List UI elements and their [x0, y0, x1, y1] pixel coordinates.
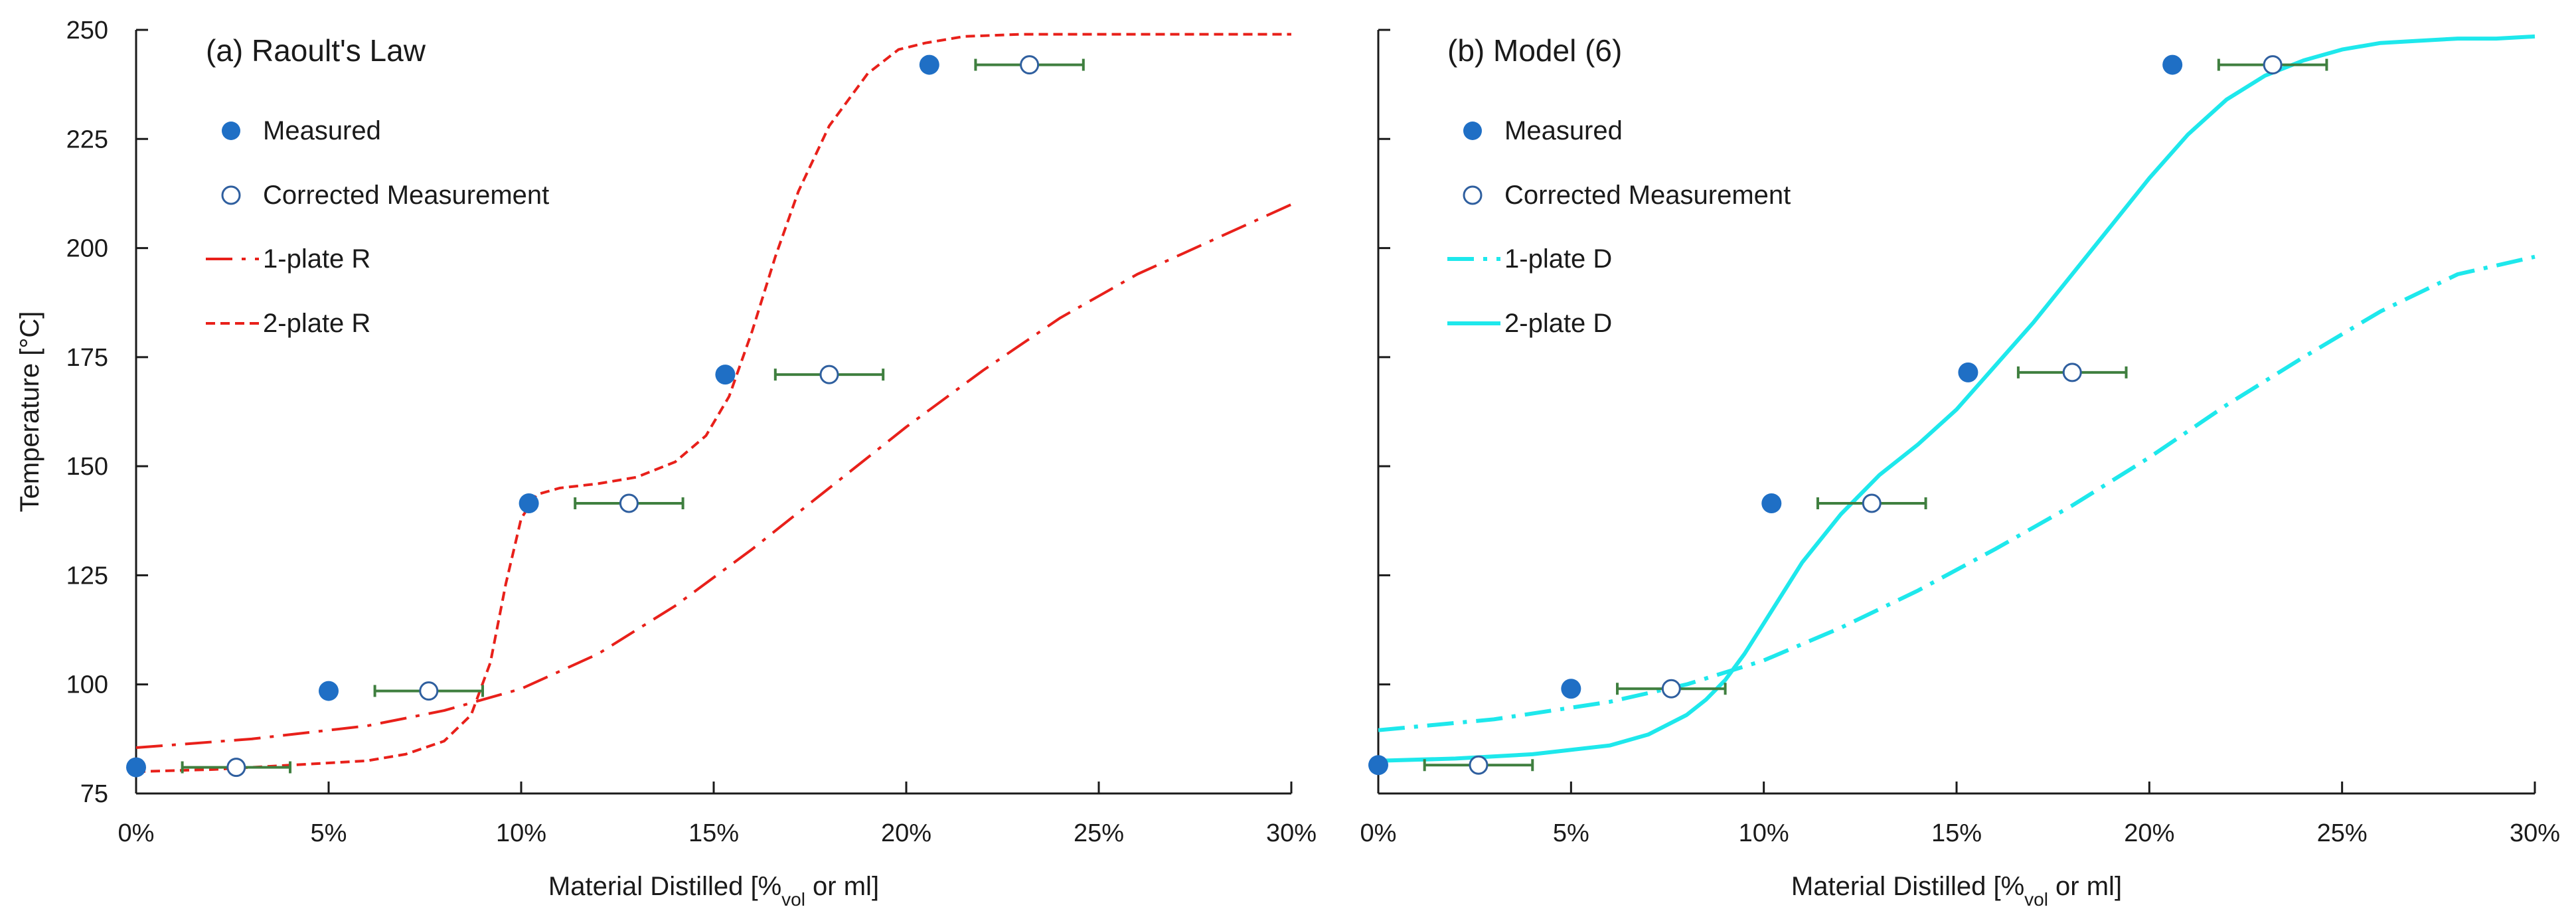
legend-label: 1-plate D — [1504, 244, 1612, 274]
y-axis-title: Temperature [°C] — [15, 311, 44, 513]
x-tick-label: 15% — [1931, 819, 1982, 847]
corrected-measurement-point — [226, 758, 246, 778]
legend-label: 2-plate R — [263, 309, 370, 338]
panel-title: (b) Model (6) — [1447, 33, 1622, 68]
legend-label: Measured — [263, 116, 381, 145]
x-axis-title: Material Distilled [%vol or ml] — [548, 872, 879, 910]
measured-point — [519, 493, 539, 513]
y-tick-label: 200 — [66, 235, 108, 263]
panel-raoults-law: 75 100 125 150 175 200 225 250 0% 5% 10% 15% 20% 25% 3… — [15, 17, 1317, 910]
series-line-1-plate-r — [135, 203, 1292, 749]
x-tick-label: 20% — [881, 819, 931, 847]
x-axis-title-tail: or ml] — [2048, 872, 2122, 901]
measured-point — [1761, 493, 1782, 513]
x-tick-label: 0% — [118, 819, 155, 847]
x-tick-label: 5% — [1553, 819, 1589, 847]
x-tick-label: 10% — [496, 819, 546, 847]
y-tick-label: 225 — [66, 125, 108, 153]
measured-point — [1958, 362, 1978, 382]
legend-label: Corrected Measurement — [1504, 181, 1791, 210]
panel-title: (a) Raoult's Law — [206, 33, 426, 68]
y-tick-label: 250 — [66, 17, 108, 44]
legend-marker-corrected — [221, 185, 241, 205]
measured-point — [319, 681, 339, 701]
corrected-measurement-point — [1020, 55, 1040, 75]
x-axis-title-main: Material Distilled [% — [548, 872, 781, 901]
corrected-measurement-point — [2263, 55, 2283, 75]
legend-label: Measured — [1504, 116, 1623, 145]
legend-marker-measured — [222, 122, 240, 140]
series-line-1-plate-d — [1378, 254, 2536, 732]
measured-point — [919, 54, 939, 75]
series-line-2-plate-d — [1378, 34, 2536, 763]
x-axis-title-sub: vol — [781, 889, 805, 910]
x-tick-label: 25% — [1074, 819, 1124, 847]
measured-point — [715, 365, 736, 385]
x-tick-label: 20% — [2124, 819, 2174, 847]
x-axis-title: Material Distilled [%vol or ml] — [1791, 872, 2122, 910]
corrected-measurement-point — [2062, 363, 2082, 382]
y-tick-label: 100 — [66, 671, 108, 699]
x-axis-title-tail: or ml] — [805, 872, 879, 901]
x-tick-label: 25% — [2317, 819, 2368, 847]
corrected-measurement-point — [619, 493, 639, 513]
x-tick-label: 30% — [2510, 819, 2560, 847]
y-tick-label: 75 — [80, 780, 108, 808]
x-axis-title-main: Material Distilled [% — [1791, 872, 2024, 901]
y-tick-label: 175 — [66, 344, 108, 372]
corrected-measurement-point — [419, 681, 439, 701]
x-tick-label: 10% — [1739, 819, 1789, 847]
legend-label: 2-plate D — [1504, 309, 1612, 338]
x-tick-label: 5% — [311, 819, 347, 847]
series-line-2-plate-r — [135, 33, 1291, 774]
measured-point — [2162, 54, 2183, 75]
x-axis-title-sub: vol — [2024, 889, 2048, 910]
corrected-measurement-point — [1661, 679, 1681, 699]
measured-point — [1368, 755, 1388, 776]
legend-label: 1-plate R — [263, 244, 370, 274]
y-tick-label: 150 — [66, 453, 108, 481]
corrected-measurement-point — [819, 365, 839, 384]
x-tick-label: 30% — [1266, 819, 1317, 847]
x-tick-label: 15% — [688, 819, 739, 847]
corrected-measurement-point — [1862, 493, 1882, 513]
panel-model-6: 0% 5% 10% 15% 20% 25% 30% Material Distilled [%… — [1360, 29, 2560, 910]
measured-point — [1561, 679, 1581, 699]
x-tick-label: 0% — [1360, 819, 1397, 847]
legend-label: Corrected Measurement — [263, 181, 549, 210]
legend-marker-corrected — [1463, 185, 1483, 205]
legend-marker-measured — [1463, 122, 1482, 140]
corrected-measurement-point — [1469, 755, 1489, 775]
y-tick-label: 125 — [66, 562, 108, 590]
measured-point — [126, 757, 146, 778]
